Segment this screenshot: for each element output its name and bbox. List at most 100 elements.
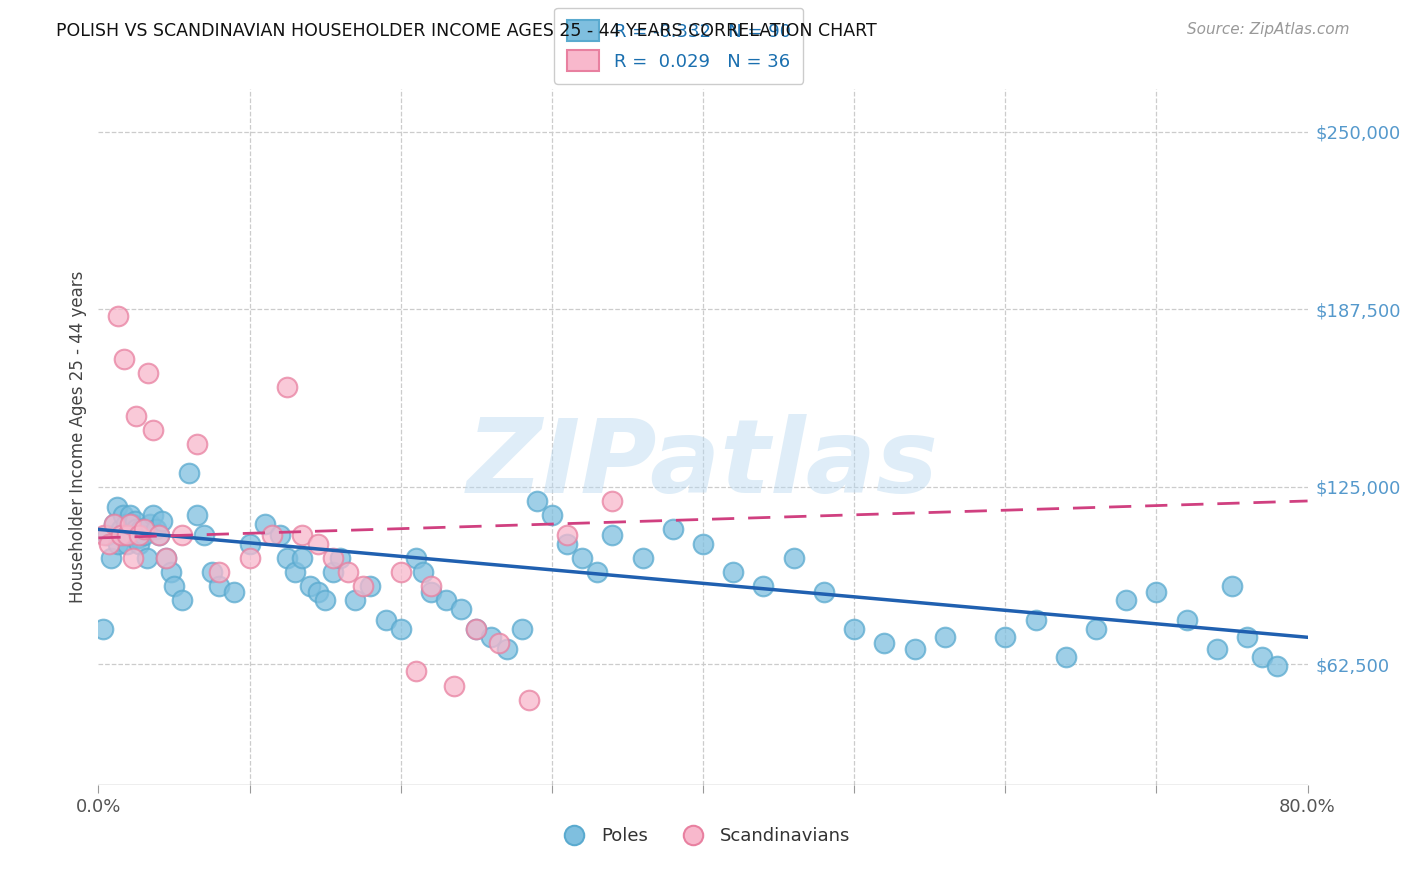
Point [692,536,714,550]
Point [389,622,412,636]
Point [352,579,374,593]
Point [1267,658,1289,673]
Point [103,516,125,531]
Point [186,508,208,523]
Point [374,613,396,627]
Point [389,565,412,579]
Point [132,528,155,542]
Point [155,550,177,565]
Point [307,585,329,599]
Point [510,622,533,636]
Point [103,516,125,531]
Point [239,536,262,550]
Point [526,494,548,508]
Point [201,565,224,579]
Point [314,593,336,607]
Point [193,528,215,542]
Point [481,630,503,644]
Point [1115,593,1137,607]
Point [465,622,488,636]
Point [107,536,129,550]
Point [135,550,157,565]
Point [145,522,167,536]
Point [1175,613,1198,627]
Point [420,579,443,593]
Point [276,550,298,565]
Point [1024,613,1046,627]
Point [139,516,162,531]
Point [1054,650,1077,665]
Point [105,500,128,514]
Point [122,550,145,565]
Point [186,437,208,451]
Point [120,516,142,531]
Point [125,522,148,536]
Point [1251,650,1274,665]
Point [517,692,540,706]
Point [110,522,132,536]
Point [111,508,134,523]
Point [179,466,201,480]
Point [284,565,307,579]
Point [276,380,298,394]
Point [115,528,138,542]
Point [110,528,132,542]
Point [934,630,956,644]
Point [322,565,344,579]
Point [148,528,170,542]
Point [405,665,427,679]
Point [420,585,443,599]
Point [450,602,472,616]
Point [93,528,115,542]
Point [329,550,352,565]
Point [150,514,173,528]
Point [1220,579,1243,593]
Point [98,536,121,550]
Point [1206,641,1229,656]
Point [115,536,138,550]
Point [208,579,231,593]
Text: ZIPatlas: ZIPatlas [467,415,939,516]
Point [443,679,465,693]
Point [107,310,129,324]
Point [96,528,118,542]
Point [555,536,578,550]
Point [631,550,654,565]
Point [873,636,896,650]
Point [155,550,177,565]
Point [253,516,276,531]
Point [269,528,291,542]
Point [170,593,193,607]
Point [488,636,510,650]
Point [661,522,683,536]
Point [752,579,775,593]
Point [224,585,246,599]
Point [1085,622,1108,636]
Point [434,593,457,607]
Point [132,522,155,536]
Point [360,579,382,593]
Point [148,528,170,542]
Point [291,528,314,542]
Point [540,508,562,523]
Point [813,585,835,599]
Text: POLISH VS SCANDINAVIAN HOUSEHOLDER INCOME AGES 25 - 44 YEARS CORRELATION CHART: POLISH VS SCANDINAVIAN HOUSEHOLDER INCOM… [56,22,877,40]
Point [142,423,165,437]
Point [121,516,143,531]
Point [336,565,359,579]
Point [291,550,314,565]
Point [160,565,183,579]
Point [1236,630,1258,644]
Point [120,508,142,523]
Point [495,641,517,656]
Point [465,622,488,636]
Point [125,409,148,423]
Point [723,565,745,579]
Point [322,550,344,565]
Point [783,550,806,565]
Point [127,531,149,545]
Point [128,536,150,550]
Point [163,579,186,593]
Point [405,550,427,565]
Point [208,565,231,579]
